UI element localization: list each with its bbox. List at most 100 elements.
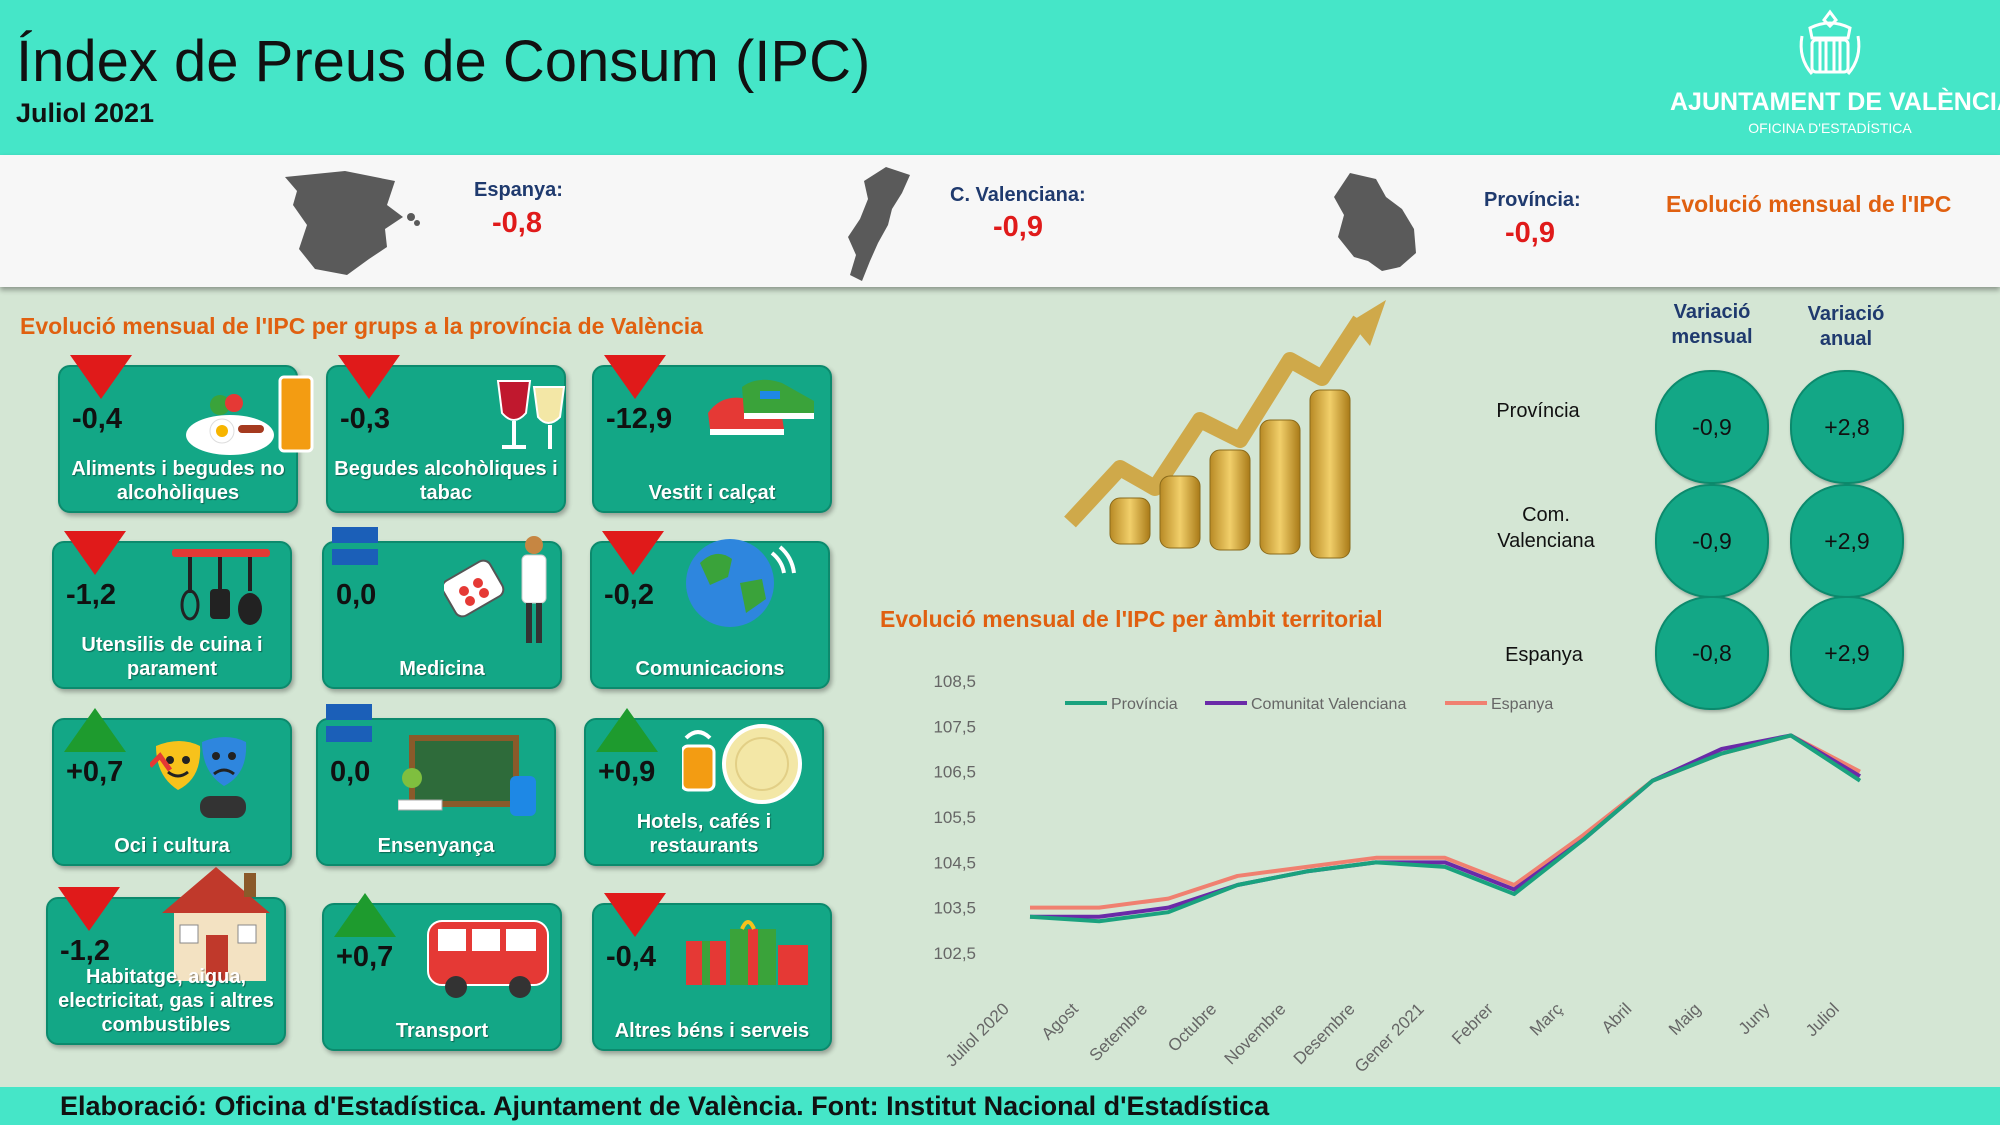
group-card: +0,7 Oci i cultura [52,708,292,866]
triangle-down-icon [604,893,666,937]
group-value: -1,2 [66,579,116,611]
row-label-cv: Com. Valenciana [1497,504,1595,552]
group-label: Begudes alcohòliques i tabac [334,458,558,504]
y-tick-label: 107,5 [933,717,976,736]
utensils-icon [172,549,270,625]
monthly-circle-province: -0,9 [1655,370,1769,484]
footer: Elaboració: Oficina d'Estadística. Ajunt… [0,1087,2000,1125]
region-label-province: Província: [1484,189,1581,211]
legend-label: Comunitat Valenciana [1251,696,1406,713]
chalkboard-icon [398,735,536,816]
x-tick-label: Novembre [1221,999,1290,1068]
triangle-down-icon [64,531,126,575]
plate-icon [682,724,802,804]
group-card: -0,4 Aliments i begudes no alcohòliques [58,355,314,513]
valencian-community-map-icon [848,167,910,281]
footer-text: Elaboració: Oficina d'Estadística. Ajunt… [60,1091,1270,1121]
group-value: 0,0 [330,756,371,788]
y-tick-label: 108,5 [933,672,976,691]
region-value-cv: -0,9 [993,211,1043,243]
group-label: Aliments i begudes no alcohòliques [71,458,285,504]
coins-growth-icon [1064,300,1386,559]
group-card: -12,9 Vestit i calçat [592,355,832,513]
triangle-down-icon [70,355,132,399]
x-tick-label: Juny [1735,999,1774,1038]
logo-name: AJUNTAMENT DE VALÈNCIA [1670,88,2000,116]
annual-circle-province: +2,8 [1790,370,1904,484]
region-value-province: -0,9 [1505,217,1555,249]
x-tick-label: Març [1526,999,1567,1040]
group-label: Altres béns i serveis [614,1020,810,1042]
series-line [1029,733,1862,924]
group-card: 0,0 Medicina [322,527,562,689]
triangle-down-icon [338,355,400,399]
group-card: +0,9 Hotels, cafés i restaurants [584,708,824,866]
equal-icon [332,527,378,565]
y-tick-label: 105,5 [933,808,976,827]
x-tick-label: Abril [1598,999,1635,1036]
triangle-up-icon [334,893,396,937]
group-card: -0,2 Comunicacions [590,531,830,689]
chart-title: Evolució mensual de l'IPC per àmbit terr… [880,606,1383,632]
bus-icon [427,920,549,998]
food-icon [186,375,314,455]
header: Índex de Preus de Consum (IPC) Juliol 20… [0,0,2000,155]
logo-subname: OFICINA D'ESTADÍSTICA [1748,120,1912,136]
triangle-down-icon [602,531,664,575]
x-tick-label: Desembre [1290,999,1359,1068]
masks-icon [150,737,247,818]
annual-circle-cv: +2,9 [1790,484,1904,598]
series-line [1030,733,1862,919]
group-label: Habitatge, aigua, electricitat, gas i al… [58,966,274,1036]
equal-icon [326,704,372,742]
group-label: Vestit i calçat [648,482,776,504]
region-label-spain: Espanya: [474,179,563,201]
series-line [1030,733,1861,910]
triangle-up-icon [596,708,658,752]
group-card: -1,2 Habitatge, aigua, electricitat, gas … [46,867,286,1045]
region-label-cv: C. Valenciana: [950,184,1086,206]
x-tick-label: Juliol [1802,999,1843,1040]
house-icon [162,867,270,981]
annual-circle-spain: +2,9 [1790,596,1904,710]
page-title: Índex de Preus de Consum (IPC) [16,29,871,94]
monthly-circle-cv: -0,9 [1655,484,1769,598]
group-value: -0,2 [604,579,654,611]
spain-map-icon [285,171,420,275]
group-value: -0,4 [72,403,122,435]
summary-banner: Espanya: -0,8 C. Valenciana: -0,9 Provín… [0,155,2000,287]
group-label: Medicina [399,658,485,680]
group-value: -12,9 [606,403,673,435]
triangle-up-icon [64,708,126,752]
group-label: Utensilis de cuina i parament [81,634,263,680]
y-tick-label: 106,5 [933,763,976,782]
group-value: -1,2 [60,935,110,967]
x-tick-label: Febrer [1448,999,1497,1048]
banner-title: Evolució mensual de l'IPC [1666,191,1952,217]
group-value: +0,7 [336,941,394,973]
ipc-line-chart: 102,5 103,5 104,5 105,5 106,5 107,5 108,5 Julio… [933,672,1862,1076]
y-tick-label: 103,5 [933,899,976,918]
x-tick-label: Agost [1038,999,1082,1043]
x-tick-label: Juliol 2020 [942,999,1013,1070]
group-value: +0,9 [598,756,656,788]
group-card: -0,3 Begudes alcohòliques i tabac [326,355,566,513]
medicine-icon [444,536,547,643]
crest-icon [1799,9,1861,75]
group-card: +0,7 Transport [322,893,562,1051]
group-label: Transport [395,1020,489,1042]
x-tick-label: Maig [1665,999,1704,1038]
group-value: 0,0 [336,579,377,611]
globe-icon [686,539,796,627]
x-tick-label: Octubre [1164,999,1220,1055]
row-label-spain: Espanya [1505,644,1583,666]
group-label: Comunicacions [635,658,785,680]
legend-label: Província [1111,696,1178,713]
group-card: -0,4 Altres béns i serveis [592,893,832,1051]
triangle-down-icon [58,887,120,931]
region-value-spain: -0,8 [492,207,542,239]
group-value: +0,7 [66,756,124,788]
group-label: Oci i cultura [114,835,230,857]
x-tick-label: Setembre [1086,999,1152,1065]
group-card: 0,0 Ensenyança [316,704,556,866]
